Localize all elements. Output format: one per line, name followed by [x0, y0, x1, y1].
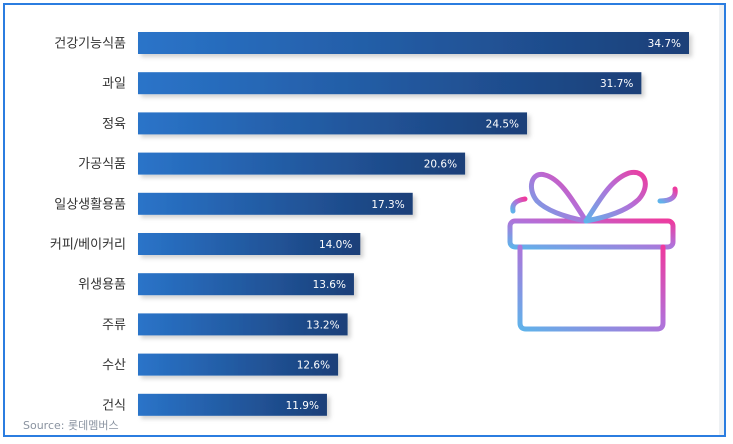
bars-group: 건강기능식품 34.7% 과일 31.7% 정육 24.5% 가공식품 20.6% 일상생활용품… [50, 32, 689, 416]
chart-frame: 건강기능식품 34.7% 과일 31.7% 정육 24.5% 가공식품 20.6% 일상생활용품… [3, 3, 726, 437]
bar [138, 72, 642, 95]
bar [138, 393, 327, 416]
value-label: 20.6% [424, 159, 457, 171]
value-label: 13.2% [306, 319, 339, 331]
bar [138, 353, 339, 376]
bar [138, 112, 528, 135]
category-label: 수산 [102, 358, 126, 373]
gift-box-icon [507, 169, 678, 332]
bar [138, 313, 348, 336]
value-label: 14.0% [319, 239, 352, 251]
side-strip [719, 5, 724, 435]
category-label: 커피/베이커리 [50, 238, 126, 253]
category-label: 건식 [102, 398, 126, 413]
value-label: 31.7% [600, 78, 633, 90]
value-label: 11.9% [286, 400, 319, 412]
category-label: 일상생활용품 [54, 197, 126, 212]
value-label: 12.6% [297, 360, 330, 372]
value-label: 24.5% [486, 118, 519, 130]
category-label: 정육 [102, 117, 126, 132]
value-label: 13.6% [313, 279, 346, 291]
bar [138, 32, 689, 54]
bar [138, 233, 361, 255]
category-label: 가공식품 [78, 157, 126, 172]
value-label: 34.7% [648, 38, 681, 50]
bar [138, 192, 413, 215]
value-label: 17.3% [371, 199, 404, 211]
bar-chart: 건강기능식품 34.7% 과일 31.7% 정육 24.5% 가공식품 20.6% 일상생활용품… [50, 32, 689, 416]
source-caption: Source: 롯데멤버스 [23, 419, 119, 432]
category-label: 건강기능식품 [54, 37, 126, 52]
category-label: 위생용품 [78, 278, 126, 293]
bar [138, 152, 466, 175]
category-label: 주류 [102, 318, 126, 333]
category-label: 과일 [102, 77, 126, 92]
bar [138, 273, 354, 296]
